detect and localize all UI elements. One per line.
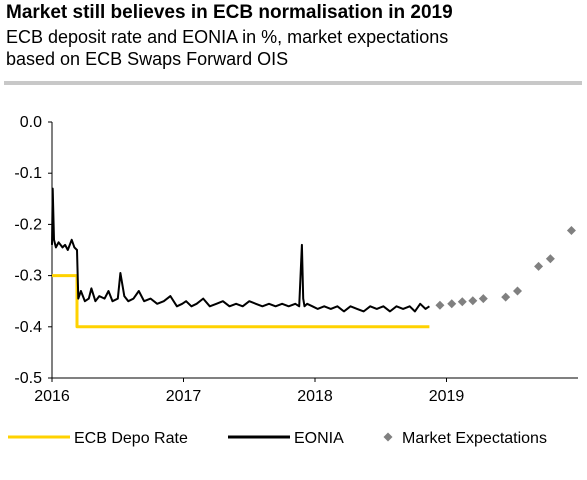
y-tick-label: -0.3 (14, 268, 42, 285)
series-point-market-expectations (566, 226, 576, 236)
series-point-market-expectations (513, 286, 523, 296)
series-layer (51, 187, 576, 329)
chart-subtitle: ECB deposit rate and EONIA in %, market … (6, 26, 581, 70)
y-tick-label: -0.4 (14, 319, 42, 336)
legend-swatch-market-expectations (383, 432, 393, 442)
legend-label-market-expectations: Market Expectations (402, 430, 547, 447)
legend-label-eonia: EONIA (294, 430, 344, 447)
y-tick-label: -0.5 (14, 370, 42, 387)
subtitle-line-2: based on ECB Swaps Forward OIS (6, 49, 289, 69)
x-tick-label: 2019 (429, 388, 465, 405)
series-line-ecb-depo-rate (52, 274, 430, 329)
y-tick-label: -0.1 (14, 165, 42, 182)
series-point-market-expectations (478, 294, 488, 304)
series-point-market-expectations (501, 292, 511, 302)
series-point-market-expectations (468, 296, 478, 306)
y-tick-label: 0.0 (20, 114, 42, 131)
legend-label-ecb-depo-rate: ECB Depo Rate (74, 430, 188, 447)
series-line-eonia (51, 187, 430, 313)
header-divider (4, 81, 582, 85)
subtitle-line-1: ECB deposit rate and EONIA in %, market … (6, 27, 449, 47)
x-tick-label: 2016 (34, 388, 70, 405)
series-point-market-expectations (435, 300, 445, 310)
x-tick-label: 2017 (166, 388, 202, 405)
x-tick-label: 2018 (297, 388, 333, 405)
chart-title: Market still believes in ECB normalisati… (6, 2, 453, 23)
series-point-market-expectations (534, 261, 544, 271)
series-point-market-expectations (457, 297, 467, 307)
legend: ECB Depo Rate EONIA Market Expectations (8, 430, 547, 447)
series-point-market-expectations (447, 299, 457, 309)
y-tick-label: -0.2 (14, 216, 42, 233)
series-point-market-expectations (545, 254, 555, 264)
